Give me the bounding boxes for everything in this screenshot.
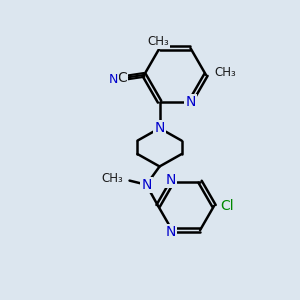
Text: N: N [185, 95, 196, 109]
Text: N: N [109, 73, 118, 86]
Text: N: N [141, 178, 152, 192]
Text: CH₃: CH₃ [147, 35, 169, 48]
Text: C: C [117, 71, 127, 85]
Text: Cl: Cl [220, 199, 234, 213]
Text: N: N [154, 121, 165, 135]
Text: CH₃: CH₃ [101, 172, 123, 185]
Text: CH₃: CH₃ [214, 66, 236, 79]
Text: N: N [165, 173, 176, 187]
Text: N: N [165, 225, 176, 238]
